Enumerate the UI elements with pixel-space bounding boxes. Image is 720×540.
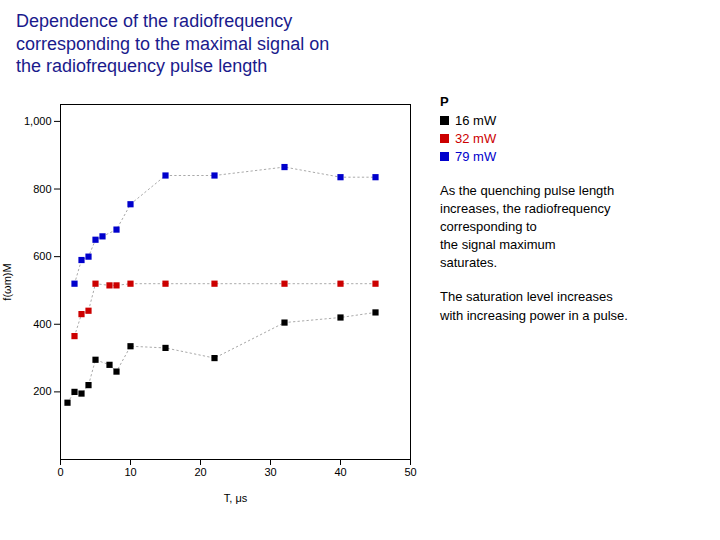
html-text:As the quenching pulse length: As the quenching pulse length increases,…: [440, 182, 615, 271]
svg-text:600: 600: [33, 250, 51, 262]
html-text:The saturation level increases: The saturation level increases with incr…: [440, 289, 628, 323]
html-text:P: P: [440, 93, 449, 109]
svg-text:f(ωm)M: f(ωm)M: [1, 263, 13, 300]
html-text:79 mW: 79 mW: [455, 148, 497, 164]
svg-text:40: 40: [334, 466, 346, 478]
svg-text:0: 0: [57, 466, 63, 478]
svg-text:400: 400: [33, 317, 51, 329]
html-text:32 mW: 32 mW: [455, 130, 497, 146]
html-text:Dependence of the radiofrequen: Dependence of the radiofrequency corresp…: [16, 11, 330, 76]
svg-text:30: 30: [264, 466, 276, 478]
svg-text:1,000: 1,000: [24, 114, 52, 126]
svg-text:10: 10: [124, 466, 136, 478]
svg-text:800: 800: [33, 182, 51, 194]
svg-text:200: 200: [33, 385, 51, 397]
svg-text:20: 20: [194, 466, 206, 478]
html-text:16 mW: 16 mW: [455, 112, 497, 128]
svg-text:T, μs: T, μs: [224, 491, 248, 503]
svg-text:50: 50: [404, 466, 416, 478]
